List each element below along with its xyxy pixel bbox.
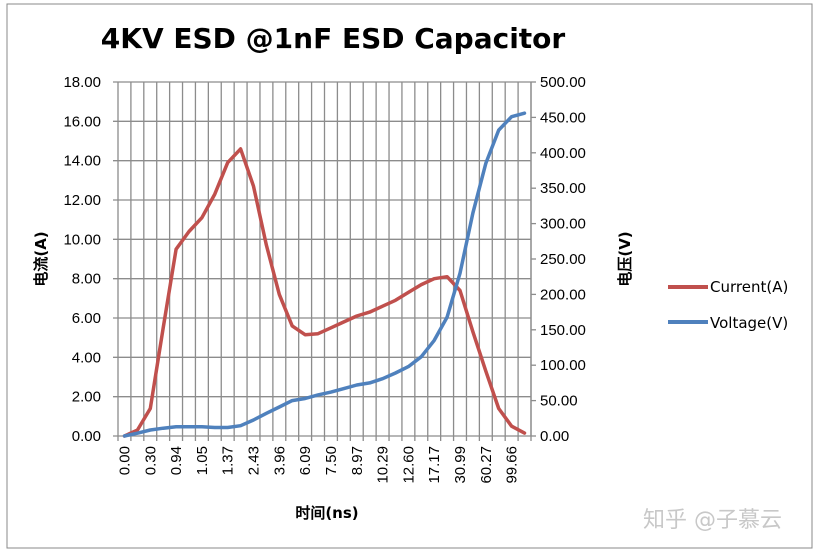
x-tick-label: 60.27: [478, 446, 495, 484]
y-tick-label: 18.00: [63, 74, 101, 91]
y2-tick-label: 100.00: [540, 357, 586, 374]
x-tick-label: 0.00: [116, 446, 133, 475]
y2-tick-label: 400.00: [540, 145, 586, 162]
y2-tick-label: 450.00: [540, 109, 586, 126]
y-tick-label: 0.00: [72, 428, 101, 445]
x-tick-label: 0.30: [142, 446, 159, 475]
y2-tick-label: 350.00: [540, 180, 586, 197]
x-tick-label: 10.29: [375, 446, 392, 484]
series-line-current-a: [122, 147, 527, 438]
y-tick-label: 8.00: [72, 271, 101, 288]
x-tick-label: 2.43: [246, 446, 263, 475]
series-lines: [122, 111, 527, 438]
y-tick-label: 16.00: [63, 113, 101, 130]
y-tick-label: 4.00: [72, 349, 101, 366]
y-axis-label: 电流(A): [32, 231, 50, 286]
x-tick-label: 6.09: [297, 446, 314, 475]
y2-tick-label: 0.00: [540, 428, 569, 445]
y2-tick-label: 150.00: [540, 322, 586, 339]
y-tick-label: 10.00: [63, 231, 101, 248]
x-tick-label: 3.96: [271, 446, 288, 475]
x-tick-label: 99.66: [504, 446, 521, 484]
series-line-voltage-v: [122, 111, 527, 438]
y-tick-label: 14.00: [63, 153, 101, 170]
y-tick-label: 2.00: [72, 389, 101, 406]
legend-label-voltage: Voltage(V): [710, 314, 788, 332]
y-tick-label: 6.00: [72, 310, 101, 327]
x-tick-label: 0.94: [168, 446, 185, 475]
legend: Current(A) Voltage(V): [668, 278, 788, 332]
x-tick-label: 1.05: [194, 446, 211, 475]
y2-tick-label: 250.00: [540, 251, 586, 268]
y-tick-label: 12.00: [63, 192, 101, 209]
x-tick-label: 17.17: [426, 446, 443, 484]
left-axis-ticks: 0.00 2.00 4.00 6.00 8.00 10.00 12.00 14.00 16.00…: [63, 74, 101, 445]
right-axis-ticks: 0.00 50.00 100.00 150.00 200.00 250.00 300.00 3…: [530, 74, 586, 445]
legend-label-current: Current(A): [710, 278, 788, 296]
gridlines: [113, 81, 532, 441]
chart-title: 4KV ESD @1nF ESD Capacitor: [101, 22, 566, 55]
x-tick-label: 1.37: [220, 446, 237, 475]
y2-tick-label: 50.00: [540, 393, 578, 410]
y2-axis-label: 电压(V): [616, 231, 634, 286]
x-axis-label: 时间(ns): [295, 504, 358, 522]
y2-tick-label: 500.00: [540, 74, 586, 91]
y2-tick-label: 300.00: [540, 216, 586, 233]
y2-tick-label: 200.00: [540, 286, 586, 303]
x-tick-label: 8.97: [349, 446, 366, 475]
chart-border: [6, 3, 813, 549]
watermark: 知乎 @子慕云: [643, 508, 782, 533]
x-tick-label: 7.50: [323, 446, 340, 475]
x-axis-ticks: 0.00 0.30 0.94 1.05 1.37 2.43 3.96 6.09 7.50 8.97…: [116, 446, 520, 484]
x-tick-label: 30.99: [452, 446, 469, 484]
x-tick-label: 12.60: [400, 446, 417, 484]
